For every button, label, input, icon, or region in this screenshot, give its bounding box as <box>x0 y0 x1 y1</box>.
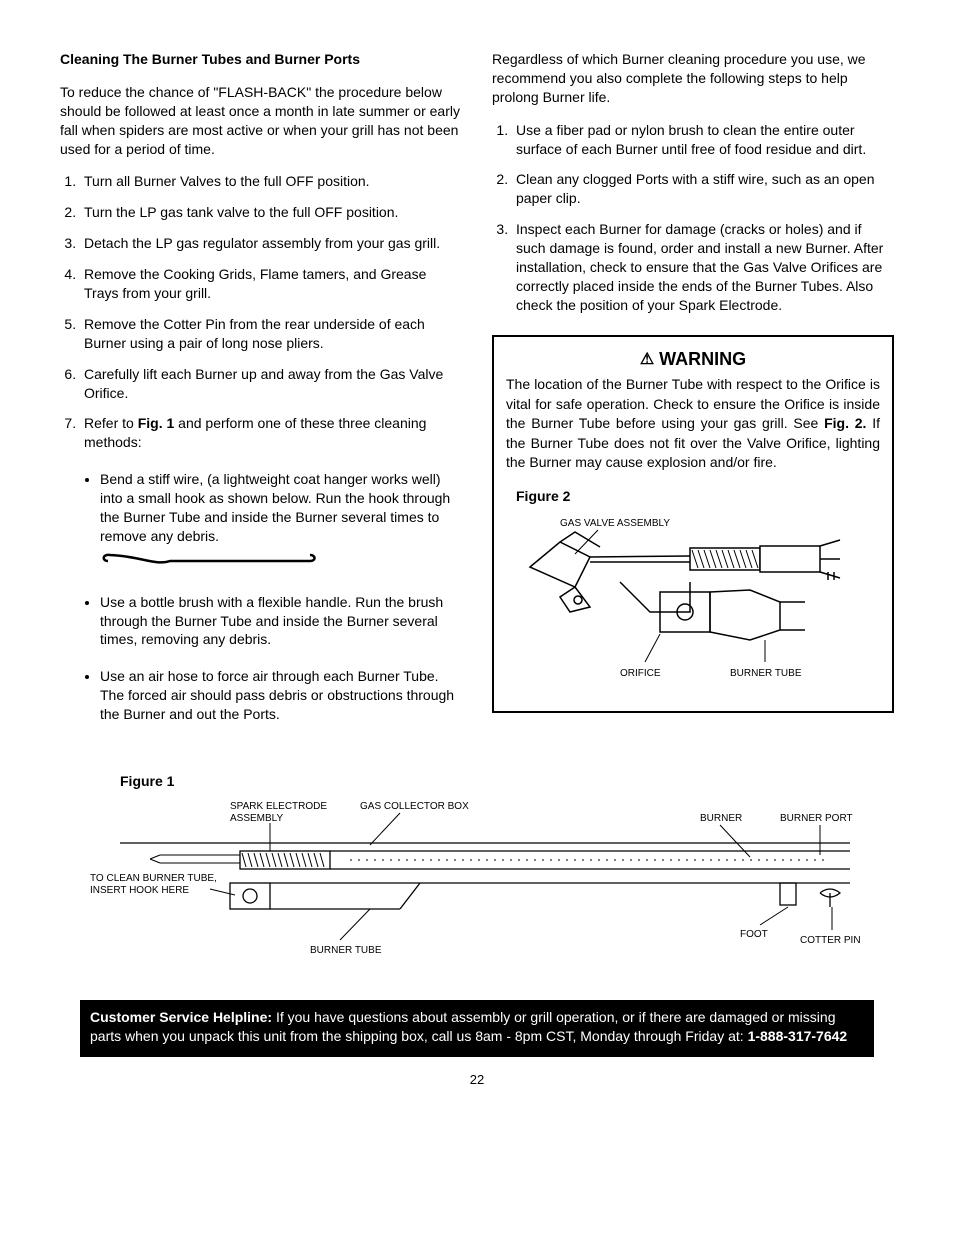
helpline-box: Customer Service Helpline: If you have q… <box>80 1000 874 1057</box>
right-column: Regardless of which Burner cleaning proc… <box>492 50 894 742</box>
svg-text:SPARK ELECTRODE: SPARK ELECTRODE <box>230 801 327 812</box>
step-item: Refer to Fig. 1 and perform one of these… <box>80 414 462 452</box>
svg-text:BURNER TUBE: BURNER TUBE <box>310 945 382 956</box>
step-item: Clean any clogged Ports with a stiff wir… <box>512 170 894 208</box>
step-item: Inspect each Burner for damage (cracks o… <box>512 220 894 314</box>
bullet-item: Use a bottle brush with a flexible handl… <box>100 593 462 650</box>
warning-title: ⚠ WARNING <box>506 347 880 371</box>
fig2-gas-valve-label: GAS VALVE ASSEMBLY <box>560 518 670 529</box>
svg-text:BURNER: BURNER <box>700 813 742 824</box>
left-column: Cleaning The Burner Tubes and Burner Por… <box>60 50 462 742</box>
figure1-diagram: SPARK ELECTRODE ASSEMBLY GAS COLLECTOR B… <box>60 795 880 965</box>
right-intro: Regardless of which Burner cleaning proc… <box>492 50 894 107</box>
bullet-text: Bend a stiff wire, (a lightweight coat h… <box>100 471 450 544</box>
figure1-section: Figure 1 SPARK ELECTRODE ASSEMBLY GAS CO… <box>60 772 894 970</box>
hook-illustration <box>100 552 462 575</box>
two-column-layout: Cleaning The Burner Tubes and Burner Por… <box>60 50 894 742</box>
svg-text:COTTER PIN: COTTER PIN <box>800 935 861 946</box>
figure2-diagram: GAS VALVE ASSEMBLY <box>506 512 880 697</box>
step-item: Use a fiber pad or nylon brush to clean … <box>512 121 894 159</box>
svg-text:INSERT HOOK HERE: INSERT HOOK HERE <box>90 885 189 896</box>
warning-title-text: WARNING <box>659 349 746 369</box>
bullet-item: Use an air hose to force air through eac… <box>100 667 462 724</box>
warning-box: ⚠ WARNING The location of the Burner Tub… <box>492 335 894 713</box>
svg-text:FOOT: FOOT <box>740 929 768 940</box>
helpline-lead: Customer Service Helpline: <box>90 1009 276 1025</box>
step-item: Detach the LP gas regulator assembly fro… <box>80 234 462 253</box>
figure1-label: Figure 1 <box>120 772 894 791</box>
step-item: Remove the Cotter Pin from the rear unde… <box>80 315 462 353</box>
warning-body: The location of the Burner Tube with res… <box>506 375 880 473</box>
right-steps-list: Use a fiber pad or nylon brush to clean … <box>492 121 894 315</box>
svg-text:ASSEMBLY: ASSEMBLY <box>230 813 283 824</box>
step-item: Remove the Cooking Grids, Flame tamers, … <box>80 265 462 303</box>
warning-fig-ref: Fig. 2. <box>824 415 866 431</box>
helpline-phone: 1-888-317-7642 <box>748 1028 848 1044</box>
svg-text:TO CLEAN BURNER TUBE,: TO CLEAN BURNER TUBE, <box>90 873 217 884</box>
bullet-item: Bend a stiff wire, (a lightweight coat h… <box>100 470 462 574</box>
svg-text:GAS COLLECTOR BOX: GAS COLLECTOR BOX <box>360 801 469 812</box>
page-number: 22 <box>60 1071 894 1089</box>
step7-prefix: Refer to <box>84 415 138 431</box>
fig2-orifice-label: ORIFICE <box>620 668 661 679</box>
cleaning-steps-list: Turn all Burner Valves to the full OFF p… <box>60 172 462 452</box>
svg-text:BURNER PORT: BURNER PORT <box>780 813 853 824</box>
step-item: Turn all Burner Valves to the full OFF p… <box>80 172 462 191</box>
section-heading: Cleaning The Burner Tubes and Burner Por… <box>60 50 462 69</box>
warning-icon: ⚠ <box>640 351 654 368</box>
step-item: Carefully lift each Burner up and away f… <box>80 365 462 403</box>
method-bullets: Bend a stiff wire, (a lightweight coat h… <box>60 470 462 724</box>
step7-fig-ref: Fig. 1 <box>138 415 175 431</box>
fig2-burner-tube-label: BURNER TUBE <box>730 668 802 679</box>
figure2-label: Figure 2 <box>516 487 880 506</box>
step-item: Turn the LP gas tank valve to the full O… <box>80 203 462 222</box>
intro-paragraph: To reduce the chance of "FLASH-BACK" the… <box>60 83 462 159</box>
